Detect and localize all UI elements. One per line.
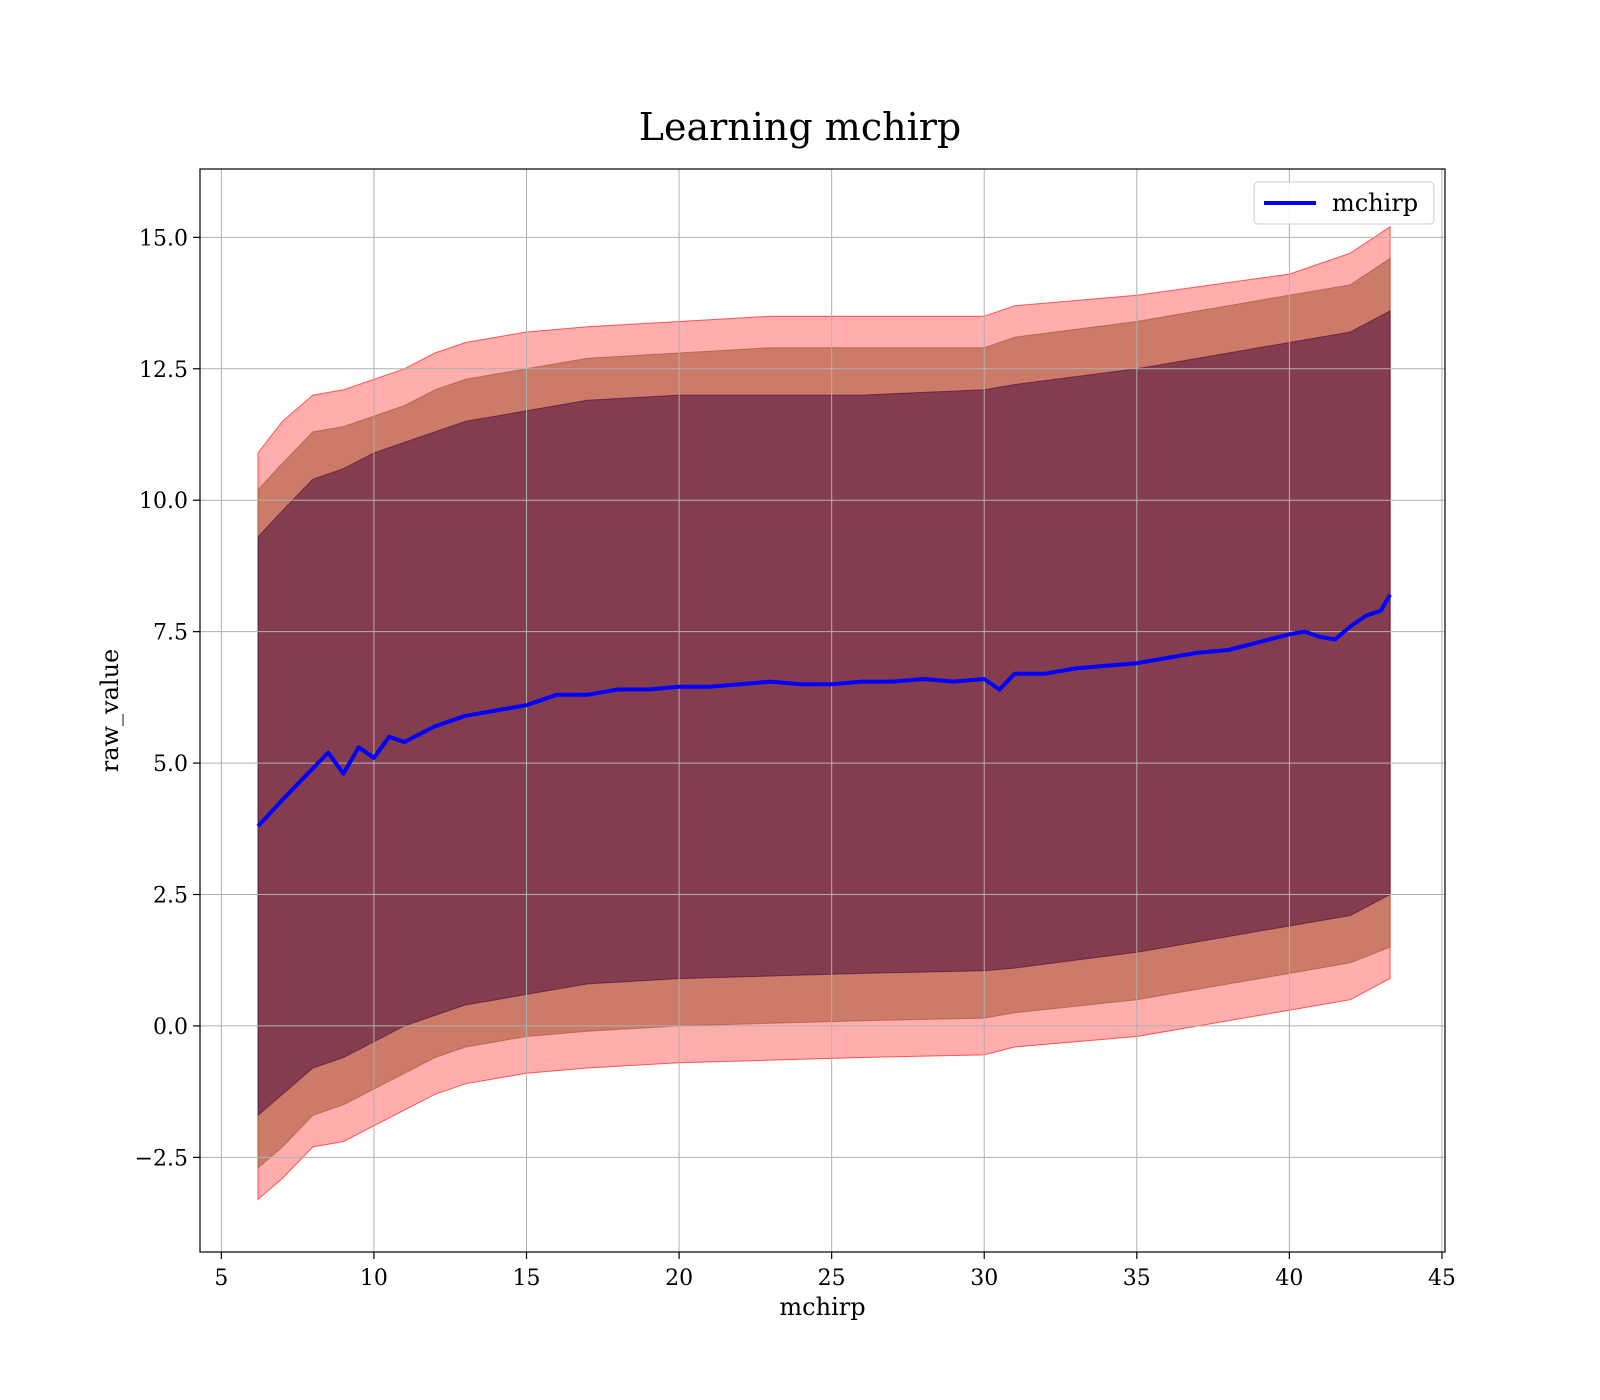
series-line-mchirp	[256, 593, 1392, 828]
x-tick-label: 10	[360, 1266, 388, 1291]
series-layer	[256, 593, 1392, 828]
chart-title: Learning mchirp	[639, 105, 961, 149]
y-tick-label: 0.0	[153, 1015, 188, 1040]
x-tick-label: 30	[970, 1266, 998, 1291]
y-tick-label: 10.0	[139, 489, 188, 514]
uncertainty-bands	[257, 225, 1391, 1201]
x-tick-label: 25	[818, 1266, 846, 1291]
x-axis-ticks: 5 10 15 20 25 30 35 40 45	[214, 1252, 1456, 1291]
x-tick-label: 35	[1123, 1266, 1151, 1291]
y-tick-label: 5.0	[153, 752, 188, 777]
y-tick-label: 12.5	[139, 358, 188, 383]
y-axis-label: raw_value	[96, 649, 124, 773]
grid-lines	[200, 169, 1445, 1252]
legend: mchirp	[1253, 181, 1435, 225]
legend-box	[1253, 181, 1435, 225]
x-axis-label: mchirp	[779, 1293, 865, 1321]
y-tick-label: 7.5	[153, 621, 188, 646]
plot-area-frame	[199, 168, 1446, 1253]
x-tick-label: 5	[214, 1266, 228, 1291]
y-tick-label: 15.0	[139, 226, 188, 251]
legend-entry-mchirp: mchirp	[1332, 189, 1418, 217]
y-tick-label: −2.5	[135, 1146, 188, 1171]
y-tick-label: 2.5	[153, 884, 188, 909]
x-tick-label: 20	[665, 1266, 693, 1291]
x-tick-label: 45	[1428, 1266, 1456, 1291]
x-tick-label: 15	[513, 1266, 541, 1291]
y-axis-ticks: −2.5 0.0 2.5 5.0 7.5 10.0 12.5 15.0	[135, 226, 200, 1171]
x-tick-label: 40	[1275, 1266, 1303, 1291]
